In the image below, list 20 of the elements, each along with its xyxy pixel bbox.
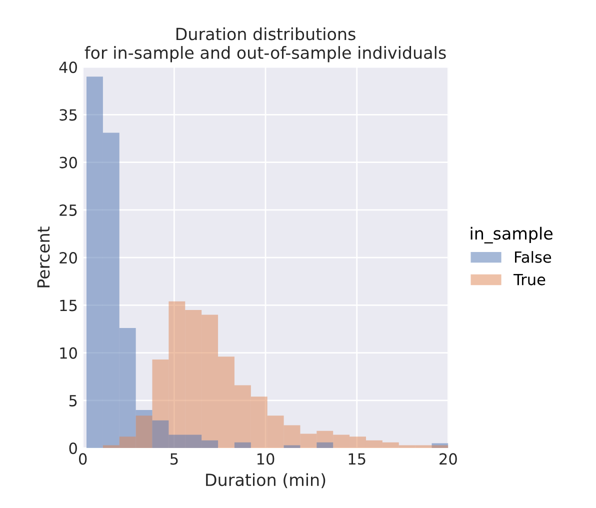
y-tick-label: 35 — [60, 109, 77, 121]
y-tick-label: 15 — [60, 300, 77, 312]
legend-label: False — [515, 251, 552, 263]
y-tick-label: 10 — [60, 347, 77, 359]
x-tick-label: 10 — [257, 453, 274, 465]
x-axis-title: Duration (min) — [206, 473, 326, 488]
x-tick-label: 5 — [170, 453, 178, 465]
x-tick-label: 20 — [440, 453, 457, 465]
y-tick-label: 40 — [59, 62, 77, 74]
legend-label: True — [513, 274, 546, 286]
x-tick-label: 15 — [348, 453, 366, 465]
y-tick-label: 25 — [60, 204, 77, 216]
legend-title: in_sample — [470, 226, 552, 244]
y-tick-label: 5 — [69, 395, 77, 406]
x-tick-label: 0 — [78, 453, 87, 465]
chart-title: Duration distributions for in-sample and out-of-sample individuals — [84, 27, 446, 62]
y-axis-title: Percent — [37, 226, 50, 288]
y-tick-label: 0 — [69, 442, 77, 454]
y-tick-label: 20 — [60, 252, 77, 264]
y-tick-label: 30 — [60, 156, 77, 168]
